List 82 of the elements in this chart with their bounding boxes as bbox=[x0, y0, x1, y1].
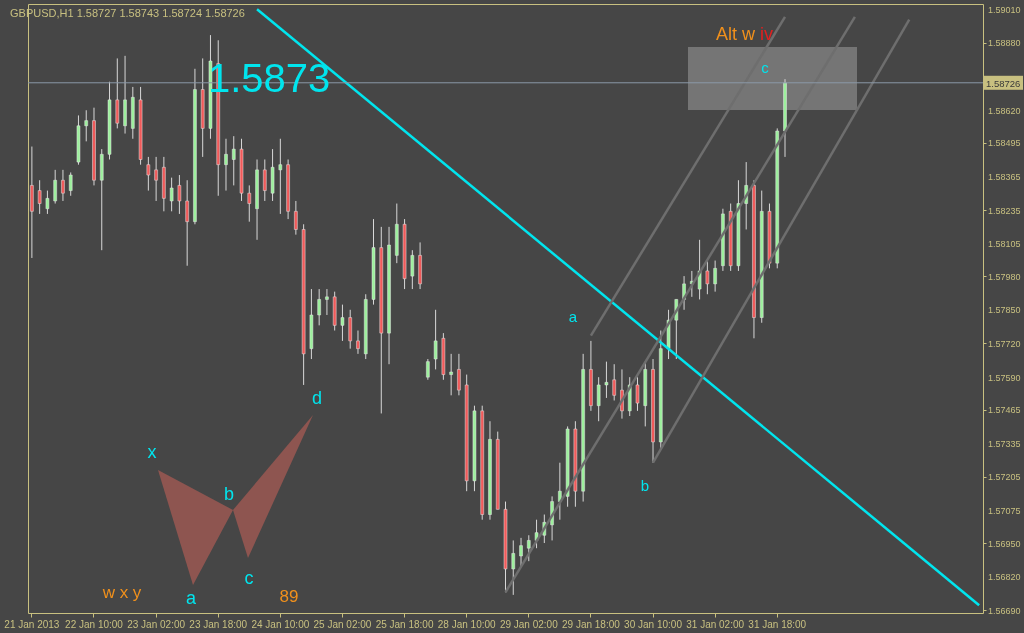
candlestick bbox=[511, 539, 516, 596]
candlestick bbox=[263, 158, 267, 202]
candlestick bbox=[177, 174, 182, 215]
ref-line-label: 1.58726 bbox=[986, 77, 1021, 89]
annotation: Alt w iv bbox=[716, 24, 774, 44]
y-tick-label: 1.58620 bbox=[988, 105, 1021, 116]
candlestick bbox=[356, 330, 360, 355]
x-tick-label: 28 Jan 10:00 bbox=[437, 618, 497, 630]
annotation: b bbox=[640, 477, 650, 494]
x-tick-label: 31 Jan 02:00 bbox=[686, 618, 745, 630]
x-tick-label: 29 Jan 02:00 bbox=[499, 618, 559, 630]
candlestick bbox=[527, 534, 531, 562]
candlestick bbox=[449, 353, 453, 396]
y-tick-label: 1.58105 bbox=[988, 239, 1021, 250]
candlestick bbox=[169, 177, 174, 212]
y-tick-label: 1.57980 bbox=[988, 271, 1021, 282]
candlestick bbox=[433, 309, 438, 370]
x-tick-label: 21 Jan 2013 bbox=[4, 618, 60, 630]
candlestick bbox=[348, 309, 352, 350]
candlestick bbox=[534, 519, 539, 549]
x-tick-label: 22 Jan 10:00 bbox=[65, 618, 124, 630]
candlestick bbox=[154, 156, 158, 202]
candlestick bbox=[713, 260, 717, 293]
annotation: 89 bbox=[279, 587, 299, 606]
candlestick bbox=[61, 169, 65, 202]
annotation: x bbox=[147, 442, 157, 462]
x-tick-label: 24 Jan 10:00 bbox=[251, 618, 310, 630]
y-tick-label: 1.56820 bbox=[988, 572, 1021, 583]
y-tick-label: 1.57205 bbox=[988, 472, 1021, 483]
annotation: b bbox=[223, 484, 235, 504]
annotation: w x y bbox=[101, 583, 142, 602]
y-tick-label: 1.57720 bbox=[988, 338, 1021, 349]
annotation: c bbox=[244, 568, 254, 588]
x-tick-label: 25 Jan 02:00 bbox=[313, 618, 372, 630]
x-tick-label: 30 Jan 10:00 bbox=[624, 618, 683, 630]
candlestick bbox=[278, 138, 283, 215]
candlestick bbox=[410, 249, 415, 290]
x-tick-label: 29 Jan 18:00 bbox=[561, 618, 621, 630]
y-tick-label: 1.56690 bbox=[988, 605, 1021, 616]
candlestick bbox=[519, 537, 523, 567]
y-tick-label: 1.59010 bbox=[988, 4, 1021, 15]
y-tick-label: 1.56950 bbox=[988, 538, 1021, 549]
y-tick-label: 1.58880 bbox=[988, 38, 1021, 49]
candlestick bbox=[604, 361, 609, 399]
y-tick-label: 1.58495 bbox=[988, 138, 1021, 149]
candlestick bbox=[426, 358, 430, 381]
candlestick bbox=[457, 353, 461, 396]
y-tick-label: 1.57075 bbox=[988, 506, 1021, 517]
y-tick-label: 1.57590 bbox=[988, 372, 1021, 383]
candlestick bbox=[596, 376, 601, 422]
candlestick bbox=[612, 363, 616, 401]
candlestick bbox=[340, 304, 345, 342]
candlestick bbox=[558, 462, 562, 521]
candlestick bbox=[68, 171, 73, 197]
candlestick bbox=[224, 138, 228, 192]
y-tick-label: 1.57465 bbox=[988, 405, 1021, 416]
x-tick-label: 23 Jan 18:00 bbox=[189, 618, 248, 630]
candlestick bbox=[317, 288, 321, 326]
candlestick bbox=[146, 156, 151, 192]
x-tick-label: 23 Jan 02:00 bbox=[127, 618, 186, 630]
y-tick-label: 1.57335 bbox=[988, 438, 1021, 449]
candlestick bbox=[635, 376, 640, 412]
candlestick bbox=[37, 179, 42, 215]
x-tick-label: 25 Jan 18:00 bbox=[375, 618, 434, 630]
y-tick-label: 1.57850 bbox=[988, 305, 1021, 316]
annotation: a bbox=[568, 308, 578, 325]
annotation: a bbox=[185, 588, 197, 608]
candlestick bbox=[115, 57, 120, 129]
candlestick bbox=[325, 288, 329, 316]
x-tick-label: 31 Jan 18:00 bbox=[748, 618, 807, 630]
candlestick bbox=[294, 200, 298, 236]
candlestick bbox=[705, 260, 710, 295]
candlestick bbox=[45, 190, 50, 215]
y-tick-label: 1.58235 bbox=[988, 205, 1021, 216]
candlestick bbox=[84, 109, 88, 142]
candlestick bbox=[232, 135, 236, 186]
annotation: c bbox=[761, 59, 770, 76]
candlestick bbox=[185, 179, 189, 267]
candlestick bbox=[247, 184, 252, 223]
y-tick-label: 1.58365 bbox=[988, 171, 1021, 182]
candlestick bbox=[53, 169, 57, 205]
annotation: d bbox=[311, 388, 323, 408]
